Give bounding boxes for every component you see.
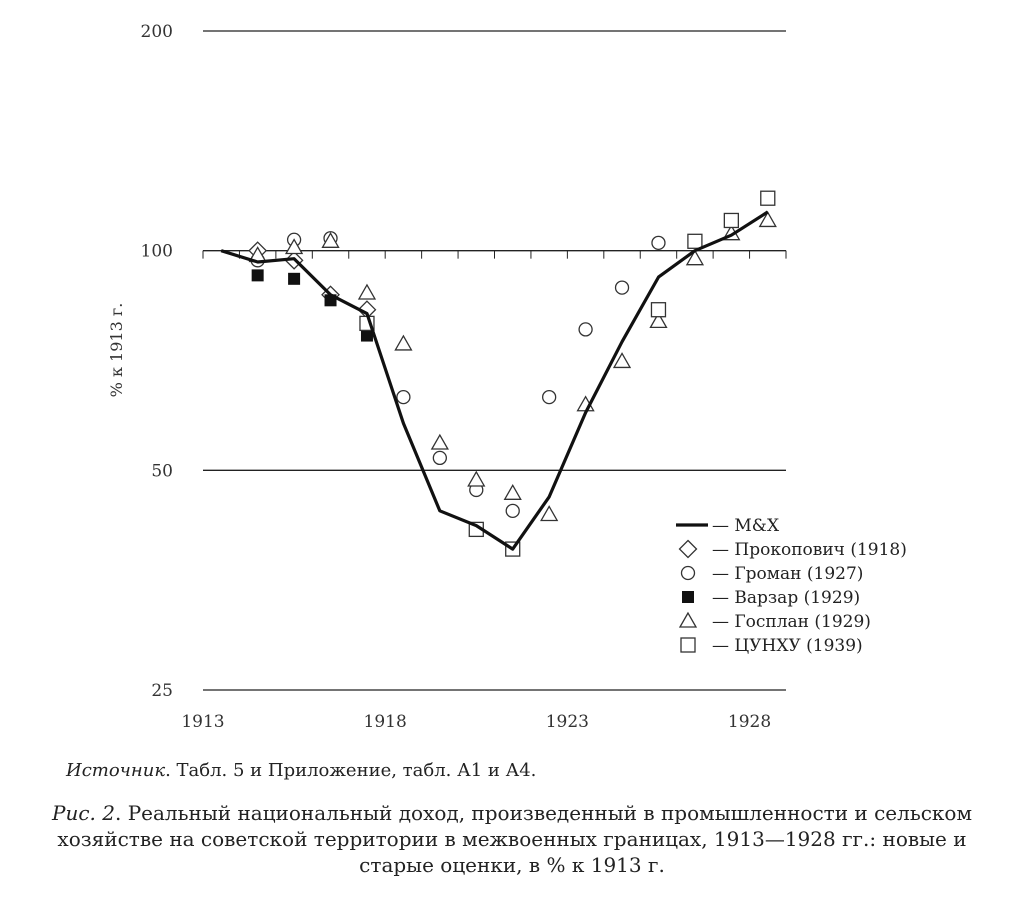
data-point (614, 280, 630, 295)
legend: — М&Х — Прокопович (1918) — Громан (1927) —… (676, 516, 907, 656)
legend-label: — Госплан (1929) (712, 612, 871, 632)
data-point (505, 503, 520, 518)
series-0 (220, 210, 769, 551)
y-tick-label: 25 (151, 681, 173, 701)
data-point (685, 249, 705, 266)
data-point (251, 269, 264, 282)
y-tick-label: 50 (151, 461, 173, 481)
legend-label: — Громан (1927) (712, 564, 863, 584)
x-tick-label: 1928 (728, 712, 771, 732)
data-point (396, 389, 411, 405)
data-point (394, 334, 413, 351)
y-tick-label: 100 (141, 242, 173, 262)
legend-item: — ЦУНХУ (1939) (680, 636, 863, 656)
legend-label: — Варзар (1929) (712, 588, 860, 608)
data-point (503, 484, 522, 500)
x-axis: 1913 1918 1923 1928 (181, 250, 787, 732)
legend-item: — Громан (1927) (680, 564, 863, 584)
legend-label: — Прокопович (1918) (712, 540, 907, 560)
series-2 (250, 231, 666, 518)
data-point (288, 272, 301, 285)
grid-lines (203, 30, 786, 691)
data-point (321, 231, 340, 248)
data-point (430, 433, 449, 450)
data-point (687, 233, 703, 249)
data-point (758, 211, 777, 228)
data-point (540, 505, 559, 522)
caption-label: Рис. 2 (52, 801, 115, 825)
legend-item: — М&Х (676, 516, 780, 536)
data-point (432, 450, 447, 466)
data-point (284, 238, 304, 255)
y-tick-label: 200 (141, 22, 173, 42)
data-point (357, 283, 377, 300)
figure-caption: Рис. 2. Реальный национальный доход, про… (52, 800, 972, 878)
x-tick-label: 1923 (546, 712, 589, 732)
source-label: Источник (66, 760, 166, 781)
series-4 (248, 211, 777, 522)
data-point (360, 329, 373, 342)
x-tick-label: 1918 (364, 712, 407, 732)
series-5 (359, 190, 776, 557)
x-tick-label: 1913 (181, 712, 224, 732)
legend-item: — Госплан (1929) (678, 611, 871, 632)
series-layer (220, 190, 777, 557)
legend-swatch (680, 637, 696, 653)
data-point (723, 212, 739, 229)
data-point (651, 235, 666, 250)
caption-text: . Реальный национальный доход, произведе… (57, 801, 973, 877)
legend-swatch (682, 591, 694, 603)
data-point (612, 352, 632, 369)
y-axis-ticks: 200 100 50 25 (141, 22, 173, 701)
legend-swatch (678, 539, 698, 559)
data-point (650, 302, 667, 318)
y-axis-label: % к 1913 г. (107, 303, 126, 398)
series-line (220, 210, 769, 551)
series-3 (251, 269, 373, 342)
legend-swatch (680, 565, 696, 581)
legend-swatch (678, 611, 698, 628)
source-note: Источник. Табл. 5 и Приложение, табл. А1… (66, 760, 536, 781)
legend-item: — Прокопович (1918) (678, 539, 907, 560)
legend-label: — М&Х (712, 516, 780, 536)
data-point (760, 190, 776, 206)
legend-item: — Варзар (1929) (682, 588, 860, 608)
data-point (578, 322, 593, 337)
data-point (542, 389, 557, 405)
source-text: . Табл. 5 и Приложение, табл. А1 и А4. (165, 760, 537, 781)
legend-label: — ЦУНХУ (1939) (712, 636, 863, 656)
data-point (649, 312, 668, 329)
data-point (467, 470, 486, 487)
